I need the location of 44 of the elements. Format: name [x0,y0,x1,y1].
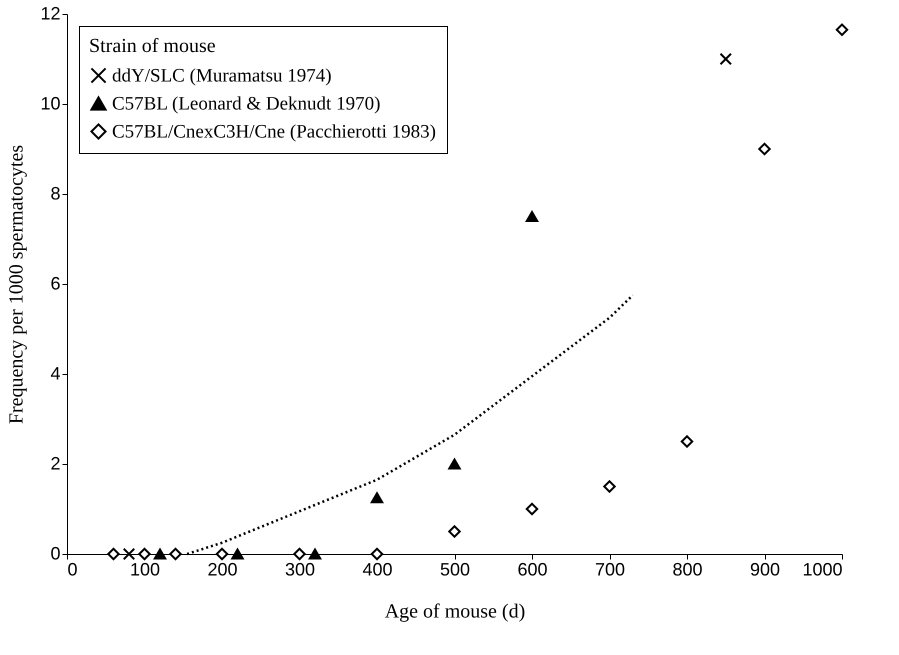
point [370,548,384,560]
point [169,548,182,560]
point [138,548,151,560]
point [308,548,322,560]
legend-label: C57BL/CnexC3H/Cne (Pacchierotti 1983) [112,122,436,142]
y-tick-label: 0 [50,544,60,564]
point [370,492,384,504]
point [107,548,120,560]
point [293,548,306,560]
point [836,24,848,36]
point [448,525,461,538]
point [448,458,461,470]
point [603,480,616,493]
legend-label: C57BL (Leonard & Deknudt 1970) [112,94,380,114]
y-tick-label: 8 [50,184,60,204]
y-tick-label: 2 [50,454,60,474]
x-tick-label: 800 [672,560,703,580]
y-tick-label: 6 [50,274,60,294]
x-tick-label: 600 [517,560,548,580]
x-tick-label: 0 [68,560,78,580]
point [526,210,538,222]
x-tick-label: 400 [362,560,393,580]
point [680,435,694,448]
x-tick-label: 700 [594,560,626,580]
point [526,502,538,516]
point [231,548,244,560]
y-tick-label: 4 [50,364,60,384]
x-tick-label: 500 [440,560,470,580]
legend-label: ddY/SLC (Muramatsu 1974) [112,66,332,86]
x-tick-label: 1000 [802,560,842,580]
x-tick-label: 100 [130,560,160,580]
point [216,548,228,560]
y-axis-title: Frequency per 1000 spermatocytes [5,144,28,424]
x-tick-label: 900 [750,560,780,580]
y-tick-label: 10 [40,94,60,114]
point [758,142,771,156]
y-tick-label: 12 [40,4,60,24]
x-tick-label: 200 [207,560,238,580]
x-tick-label: 300 [284,560,316,580]
point [720,52,732,66]
point [154,548,166,560]
legend-title: Strain of mouse [89,35,216,57]
point [122,548,136,560]
x-axis-title: Age of mouse (d) [384,600,526,622]
